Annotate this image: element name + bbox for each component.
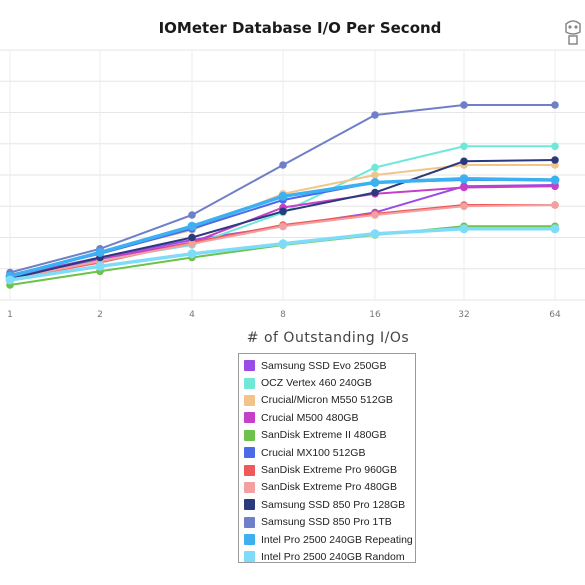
x-axis-label: # of Outstanding I/Os [247,330,409,346]
data-point[interactable] [188,211,196,219]
legend-item[interactable]: Samsung SSD 850 Pro 128GB [244,496,415,513]
legend-item[interactable]: SanDisk Extreme Pro 480GB [244,479,415,496]
legend-label: SanDisk Extreme Pro 960GB [261,464,397,477]
legend-label: SanDisk Extreme Pro 480GB [261,481,397,494]
data-point[interactable] [371,188,379,197]
data-point[interactable] [278,191,288,201]
series-11 [5,224,560,285]
data-point[interactable] [551,156,559,164]
legend-item[interactable]: Samsung SSD 850 Pro 1TB [244,514,415,531]
x-tick-label: 2 [97,310,103,320]
data-point[interactable] [279,222,287,231]
data-point[interactable] [460,142,468,151]
x-tick-label: 32 [458,310,469,320]
legend-label: SanDisk Extreme II 480GB [261,429,387,442]
data-point[interactable] [459,174,469,184]
legend-swatch [244,412,255,424]
legend-item[interactable]: SanDisk Extreme II 480GB [244,427,415,444]
data-point[interactable] [278,239,288,249]
x-tick-label: 1 [7,310,13,320]
legend-item[interactable]: Intel Pro 2500 240GB Repeating [244,531,415,548]
legend: Samsung SSD Evo 250GB OCZ Vertex 460 240G… [238,353,416,563]
legend-label: Crucial MX100 512GB [261,446,366,459]
legend-swatch [244,377,255,389]
legend-label: Crucial M500 480GB [261,411,359,424]
legend-label: Crucial/Micron M550 512GB [261,394,393,407]
legend-label: OCZ Vertex 460 240GB [261,377,372,390]
data-point[interactable] [550,175,560,185]
legend-label: Intel Pro 2500 240GB Repeating [261,533,413,546]
data-point[interactable] [459,224,469,234]
watermark-logo-icon [565,20,581,45]
data-point[interactable] [370,229,380,239]
data-point[interactable] [371,111,379,119]
legend-item[interactable]: Crucial M500 480GB [244,409,415,426]
legend-label: Samsung SSD 850 Pro 128GB [261,498,406,511]
legend-label: Samsung SSD 850 Pro 1TB [261,516,392,529]
legend-swatch [244,534,255,546]
legend-item[interactable]: Intel Pro 2500 240GB Random [244,548,415,565]
series-lines [5,101,560,289]
data-point[interactable] [187,249,197,259]
legend-swatch [244,447,255,459]
data-point[interactable] [5,275,15,285]
legend-swatch [244,551,255,563]
legend-swatch [244,394,255,406]
data-point[interactable] [460,101,468,109]
chart-title: IOMeter Database I/O Per Second [159,19,442,37]
data-point[interactable] [460,157,468,166]
legend-swatch [244,464,255,476]
legend-swatch [244,499,255,511]
legend-swatch [244,360,255,372]
data-point[interactable] [371,163,379,172]
data-point[interactable] [370,178,380,187]
data-point[interactable] [279,207,287,216]
legend-item[interactable]: SanDisk Extreme Pro 960GB [244,461,415,478]
data-point[interactable] [95,248,105,257]
data-point[interactable] [95,261,105,271]
data-point[interactable] [187,221,197,231]
data-point[interactable] [551,201,559,209]
data-point[interactable] [371,171,379,179]
legend-swatch [244,429,255,441]
x-tick-label: 64 [549,310,561,320]
legend-swatch [244,516,255,528]
legend-item[interactable]: Crucial MX100 512GB [244,444,415,461]
data-point[interactable] [371,211,379,219]
data-point[interactable] [460,202,468,211]
legend-swatch [244,481,255,493]
x-tick-labels: 1 2 4 8 16 32 64 [7,310,561,320]
data-point[interactable] [188,240,196,248]
data-point[interactable] [551,182,559,191]
legend-item[interactable]: Crucial/Micron M550 512GB [244,392,415,409]
data-point[interactable] [188,233,196,242]
data-point[interactable] [551,142,559,151]
legend-label: Intel Pro 2500 240GB Random [261,550,405,563]
data-point[interactable] [550,224,560,234]
x-tick-label: 8 [280,310,286,320]
x-tick-label: 16 [369,310,381,320]
legend-item[interactable]: OCZ Vertex 460 240GB [244,374,415,391]
data-point[interactable] [551,101,559,109]
legend-item[interactable]: Samsung SSD Evo 250GB [244,357,415,374]
legend-label: Samsung SSD Evo 250GB [261,359,387,372]
data-point[interactable] [460,183,468,192]
data-point[interactable] [279,161,287,169]
x-tick-label: 4 [189,310,195,320]
